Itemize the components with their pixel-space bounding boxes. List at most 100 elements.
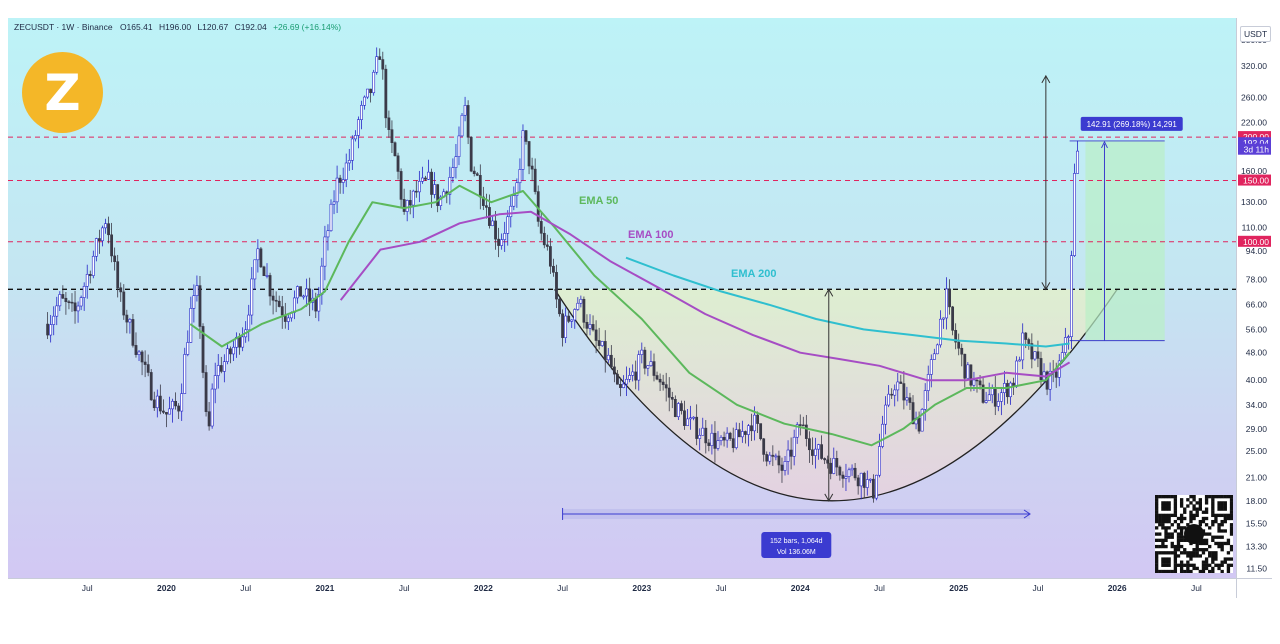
candle-body (424, 177, 427, 180)
candle-body (609, 354, 613, 368)
candle-body (820, 444, 823, 459)
candle-body (104, 223, 107, 229)
candle-body (402, 199, 406, 212)
ema200-line[interactable] (625, 256, 1070, 348)
candle-body (920, 409, 924, 432)
range-measure-label-box[interactable] (761, 531, 832, 558)
candle-body (960, 347, 964, 355)
time-tick-label: Jul (82, 583, 93, 593)
long-position-zone[interactable] (1085, 140, 1165, 341)
candle-body (1036, 351, 1040, 359)
price-label-box[interactable] (1238, 174, 1271, 186)
time-tick-label: Jul (1032, 583, 1043, 593)
candle-body (143, 361, 147, 365)
candle-body (838, 466, 842, 476)
candle-body (652, 361, 656, 376)
candle-body (116, 261, 120, 289)
ema50-line[interactable] (189, 184, 1071, 447)
ema100-line[interactable] (339, 210, 1071, 382)
candle-body (323, 236, 327, 267)
axis-background (1236, 18, 1272, 578)
time-tick-label: 2022 (474, 583, 493, 593)
candle-body (363, 96, 366, 106)
candle-body (448, 177, 452, 195)
candle-body (951, 306, 955, 331)
time-tick-label: Jul (1191, 583, 1202, 593)
candle-body (52, 315, 56, 325)
price-label-box[interactable] (1238, 131, 1271, 143)
price-tick-label: 130.00 (1241, 197, 1267, 207)
candle-body (692, 416, 696, 419)
candle-body (101, 227, 104, 242)
candle-body (722, 436, 726, 441)
candle-body (539, 221, 543, 234)
price-label-box[interactable] (1238, 235, 1271, 247)
time-tick-label: 2024 (791, 583, 810, 593)
candle-body (91, 255, 95, 276)
candle-body (972, 379, 976, 386)
price-label-text: 3d 11h (1244, 145, 1270, 155)
candle-body (661, 381, 665, 385)
candle-body (222, 361, 226, 372)
candle-body (597, 340, 601, 346)
candle-body (414, 190, 418, 193)
cup-curve[interactable] (554, 288, 1118, 502)
candle-body (466, 105, 470, 138)
time-tick-label: Jul (557, 583, 568, 593)
price-label-text: 192.04 (1243, 138, 1269, 148)
candle-body (1027, 339, 1031, 344)
candle-body (396, 155, 400, 172)
candle-body (253, 259, 257, 280)
candle-body (314, 297, 318, 312)
candle-body (338, 177, 342, 183)
candle-body (878, 446, 881, 476)
candle-body (305, 288, 309, 297)
position-label-box[interactable] (1080, 116, 1183, 131)
candle-body (744, 431, 747, 435)
candle-body (579, 298, 583, 304)
candle-body (887, 393, 891, 406)
candle-body (631, 371, 635, 376)
time-tick-label: Jul (399, 583, 410, 593)
candle-body (94, 238, 98, 257)
candle-body (759, 423, 763, 440)
candle-body (55, 305, 59, 317)
header-info: ZECUSDT · 1W · Binance O165.41 H196.00 L… (14, 22, 341, 32)
candle-body (649, 361, 653, 367)
ema200-label: EMA 200 (731, 268, 776, 280)
candle-body (619, 383, 622, 388)
candle-body (911, 402, 915, 425)
candle-body (137, 351, 141, 355)
currency-label[interactable]: USDT (1240, 26, 1272, 42)
candle-body (716, 440, 720, 449)
candle-body (347, 160, 351, 164)
candle-body (996, 401, 1000, 407)
candle-body (210, 388, 214, 427)
candle-body (823, 458, 827, 461)
candle-body (530, 165, 534, 170)
candle-body (213, 375, 217, 390)
candle-body (698, 434, 702, 439)
price-tick-label: 56.00 (1246, 324, 1268, 334)
candle-body (500, 239, 504, 246)
candle-body (247, 314, 251, 331)
candle-body (789, 449, 793, 457)
price-label-box[interactable] (1238, 137, 1271, 149)
candle-body (975, 379, 979, 382)
candle-body (119, 287, 123, 293)
candle-body (862, 472, 866, 488)
candle-body (451, 167, 455, 178)
candle-body (680, 403, 683, 412)
candle-body (616, 373, 619, 385)
candle-body (265, 275, 269, 277)
candle-body (786, 449, 790, 462)
time-tick-label: Jul (240, 583, 251, 593)
range-vol-label: Vol 136.06M (777, 549, 816, 556)
price-label-box[interactable] (1238, 143, 1271, 155)
candle-body (296, 286, 299, 299)
candle-body (792, 436, 796, 457)
candle-body (1033, 351, 1037, 360)
price-tick-label: 260.00 (1241, 92, 1267, 102)
candle-body (1039, 358, 1043, 381)
